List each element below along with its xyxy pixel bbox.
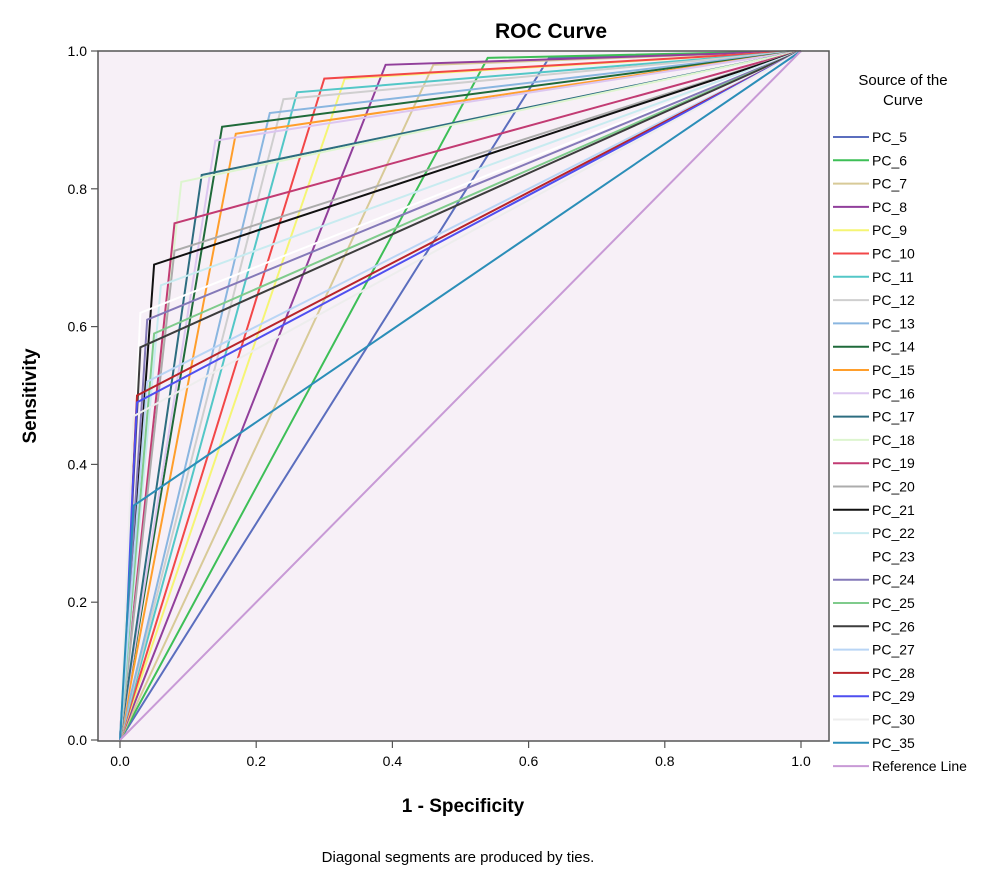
- legend-label-pc-10: PC_10: [872, 246, 915, 262]
- x-tick-label: 0.8: [655, 753, 675, 769]
- series-line-pc-20: [119, 50, 802, 741]
- y-tick-label: 0.6: [68, 319, 88, 335]
- legend-label-pc-9: PC_9: [872, 222, 907, 238]
- legend-label-pc-13: PC_13: [872, 315, 915, 331]
- series-line-pc-8: [119, 50, 802, 741]
- legend-label-pc-17: PC_17: [872, 409, 915, 425]
- legend-label-pc-14: PC_14: [872, 339, 915, 355]
- legend-label-pc-21: PC_21: [872, 502, 915, 518]
- series-line-pc-12: [119, 50, 802, 741]
- series-line-pc-19: [119, 50, 802, 741]
- legend-label-pc-24: PC_24: [872, 572, 915, 588]
- plot-area: [98, 51, 829, 741]
- legend-label-reference-line: Reference Line: [872, 758, 967, 774]
- legend-label-pc-8: PC_8: [872, 199, 907, 215]
- x-tick-label: 0.6: [519, 753, 539, 769]
- x-tick-label: 0.4: [383, 753, 403, 769]
- legend-label-pc-16: PC_16: [872, 385, 915, 401]
- legend-label-pc-20: PC_20: [872, 479, 915, 495]
- legend-label-pc-7: PC_7: [872, 176, 907, 192]
- x-tick-label: 0.2: [246, 753, 266, 769]
- series-line-pc-25: [119, 50, 802, 741]
- legend-label-pc-30: PC_30: [872, 712, 915, 728]
- series-line-pc-27: [119, 50, 802, 741]
- y-axis-label: Sensitivity: [20, 348, 41, 443]
- footnote: Diagonal segments are produced by ties.: [322, 849, 595, 866]
- series-layer: [119, 50, 802, 741]
- legend-label-pc-35: PC_35: [872, 735, 915, 751]
- y-tick-label: 0.0: [68, 732, 88, 748]
- series-line-pc-13: [119, 50, 802, 741]
- legend-label-pc-12: PC_12: [872, 292, 915, 308]
- legend-label-pc-22: PC_22: [872, 525, 915, 541]
- legend-label-pc-11: PC_11: [872, 269, 914, 285]
- legend-title-line-2: Curve: [883, 92, 923, 109]
- x-tick-label: 0.0: [110, 753, 130, 769]
- y-tick-label: 1.0: [68, 43, 88, 59]
- series-line-pc-30: [119, 50, 802, 741]
- plot-frame: [97, 50, 830, 742]
- legend-label-pc-6: PC_6: [872, 152, 907, 168]
- legend-label-pc-25: PC_25: [872, 595, 915, 611]
- legend-label-pc-23: PC_23: [872, 548, 915, 564]
- legend-label-pc-19: PC_19: [872, 455, 915, 471]
- legend-label-pc-26: PC_26: [872, 618, 915, 634]
- y-tick-label: 0.8: [68, 181, 88, 197]
- chart-title: ROC Curve: [495, 20, 607, 43]
- series-line-pc-15: [119, 50, 802, 741]
- y-tick-label: 0.4: [68, 456, 88, 472]
- x-axis-label: 1 - Specificity: [402, 796, 525, 817]
- y-tick-label: 0.2: [68, 594, 88, 610]
- x-tick-label: 1.0: [791, 753, 811, 769]
- series-line-reference-line: [119, 50, 802, 741]
- legend: Source of the Curve PC_5 PC_6 PC_7 PC_8 PC_9…: [833, 72, 967, 774]
- series-line-pc-10: [119, 50, 802, 741]
- series-line-pc-35: [119, 50, 802, 741]
- legend-label-pc-18: PC_18: [872, 432, 915, 448]
- legend-label-pc-29: PC_29: [872, 688, 915, 704]
- series-line-pc-14: [119, 50, 802, 741]
- legend-label-pc-28: PC_28: [872, 665, 915, 681]
- axis-layer: 0.0 0.2 0.4 0.6 0.8 1.0 0.0 0.2 0.4 0.6 0.8 1.0: [68, 43, 811, 769]
- legend-title-line-1: Source of the: [858, 72, 947, 89]
- series-line-pc-6: [119, 50, 802, 741]
- legend-label-pc-15: PC_15: [872, 362, 915, 378]
- series-line-pc-11: [119, 50, 802, 741]
- legend-label-pc-5: PC_5: [872, 129, 907, 145]
- legend-label-pc-27: PC_27: [872, 642, 915, 658]
- series-line-pc-16: [119, 50, 802, 741]
